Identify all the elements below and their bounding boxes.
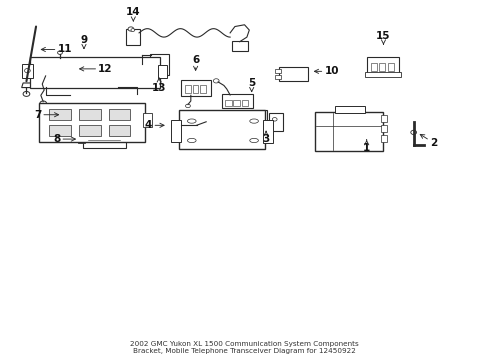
FancyBboxPatch shape (181, 80, 210, 96)
Bar (49, 109, 71, 120)
Text: 6: 6 (192, 55, 199, 70)
FancyBboxPatch shape (40, 103, 145, 142)
FancyBboxPatch shape (222, 94, 252, 108)
Bar (184, 85, 190, 93)
FancyBboxPatch shape (150, 54, 168, 75)
Circle shape (272, 118, 277, 121)
FancyBboxPatch shape (268, 113, 282, 131)
Text: 9: 9 (80, 35, 87, 49)
Circle shape (174, 123, 181, 128)
Ellipse shape (187, 119, 196, 123)
Bar (109, 125, 130, 136)
Text: 8: 8 (53, 134, 75, 144)
Circle shape (154, 59, 158, 62)
Text: 13: 13 (152, 78, 166, 93)
FancyBboxPatch shape (126, 30, 140, 45)
Circle shape (128, 27, 134, 31)
Bar (380, 116, 386, 122)
FancyBboxPatch shape (83, 135, 125, 148)
Ellipse shape (249, 119, 258, 123)
Circle shape (213, 79, 219, 83)
Text: 12: 12 (80, 64, 113, 74)
Bar (241, 100, 247, 106)
Bar (274, 75, 280, 79)
FancyBboxPatch shape (22, 64, 33, 78)
Bar (378, 63, 385, 71)
Text: 2: 2 (419, 134, 437, 148)
Text: 15: 15 (375, 31, 390, 44)
FancyBboxPatch shape (158, 65, 167, 78)
Bar (192, 85, 198, 93)
Circle shape (40, 101, 46, 106)
FancyBboxPatch shape (30, 57, 160, 88)
Circle shape (185, 104, 190, 108)
Bar (387, 63, 393, 71)
Text: 10: 10 (314, 66, 338, 76)
FancyBboxPatch shape (279, 67, 307, 81)
FancyBboxPatch shape (366, 57, 398, 74)
FancyBboxPatch shape (78, 135, 85, 143)
Circle shape (410, 130, 416, 135)
FancyBboxPatch shape (170, 120, 181, 141)
Bar (370, 63, 376, 71)
Text: 3: 3 (262, 131, 269, 144)
FancyBboxPatch shape (143, 113, 151, 127)
Text: 11: 11 (41, 45, 72, 54)
Bar (109, 109, 130, 120)
Text: 4: 4 (144, 120, 163, 130)
Ellipse shape (249, 138, 258, 143)
Text: 14: 14 (126, 8, 141, 21)
Bar (380, 125, 386, 132)
FancyBboxPatch shape (314, 112, 382, 151)
Circle shape (58, 51, 62, 54)
Circle shape (23, 91, 30, 96)
Bar (274, 69, 280, 73)
Bar (79, 109, 101, 120)
FancyBboxPatch shape (365, 72, 400, 77)
Circle shape (24, 68, 30, 73)
FancyBboxPatch shape (334, 106, 364, 113)
Ellipse shape (187, 138, 196, 143)
Bar (225, 100, 231, 106)
Text: 2002 GMC Yukon XL 1500 Communication System Components
Bracket, Mobile Telephone: 2002 GMC Yukon XL 1500 Communication Sys… (130, 341, 358, 354)
FancyBboxPatch shape (179, 111, 264, 149)
Circle shape (131, 29, 135, 31)
FancyBboxPatch shape (250, 111, 266, 133)
Text: 7: 7 (34, 110, 59, 120)
Bar (200, 85, 206, 93)
Ellipse shape (45, 58, 74, 71)
Bar (49, 125, 71, 136)
FancyBboxPatch shape (231, 41, 247, 51)
FancyBboxPatch shape (263, 120, 272, 143)
Text: 1: 1 (362, 140, 369, 153)
FancyBboxPatch shape (35, 64, 85, 77)
Text: 5: 5 (247, 78, 255, 91)
Circle shape (256, 118, 261, 122)
Bar (380, 135, 386, 141)
Bar (233, 100, 239, 106)
Bar (79, 125, 101, 136)
Polygon shape (21, 83, 33, 87)
